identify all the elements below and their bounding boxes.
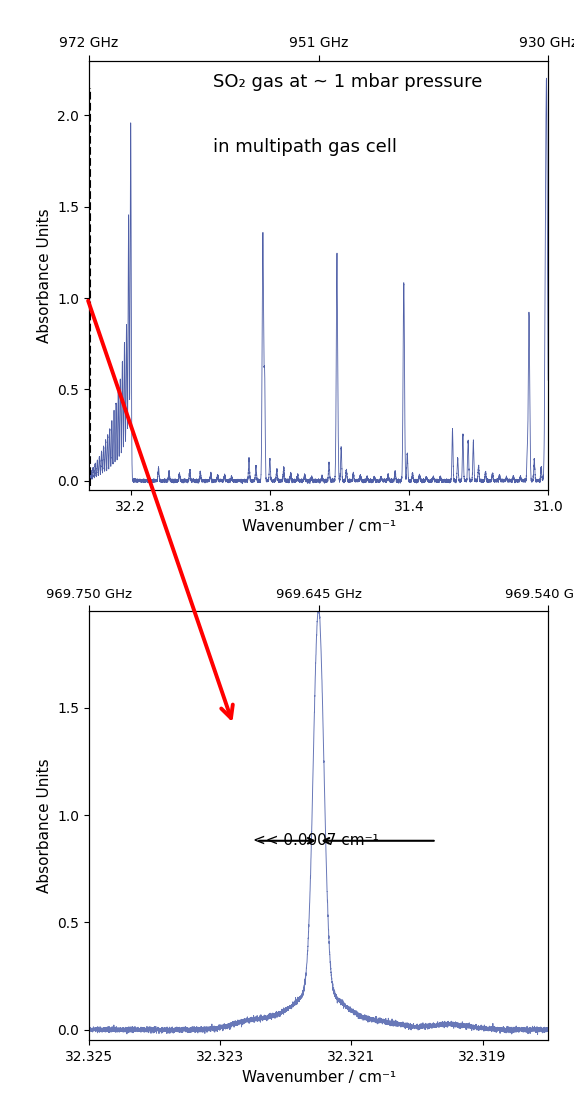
Text: in multipath gas cell: in multipath gas cell (213, 138, 397, 156)
Text: << 0.0007 cm⁻¹: << 0.0007 cm⁻¹ (253, 833, 379, 848)
Y-axis label: Absorbance Units: Absorbance Units (37, 208, 52, 342)
X-axis label: Wavenumber / cm⁻¹: Wavenumber / cm⁻¹ (242, 520, 395, 534)
Text: SO₂ gas at ~ 1 mbar pressure: SO₂ gas at ~ 1 mbar pressure (213, 74, 482, 91)
Y-axis label: Absorbance Units: Absorbance Units (37, 759, 52, 893)
X-axis label: Wavenumber / cm⁻¹: Wavenumber / cm⁻¹ (242, 1070, 395, 1084)
